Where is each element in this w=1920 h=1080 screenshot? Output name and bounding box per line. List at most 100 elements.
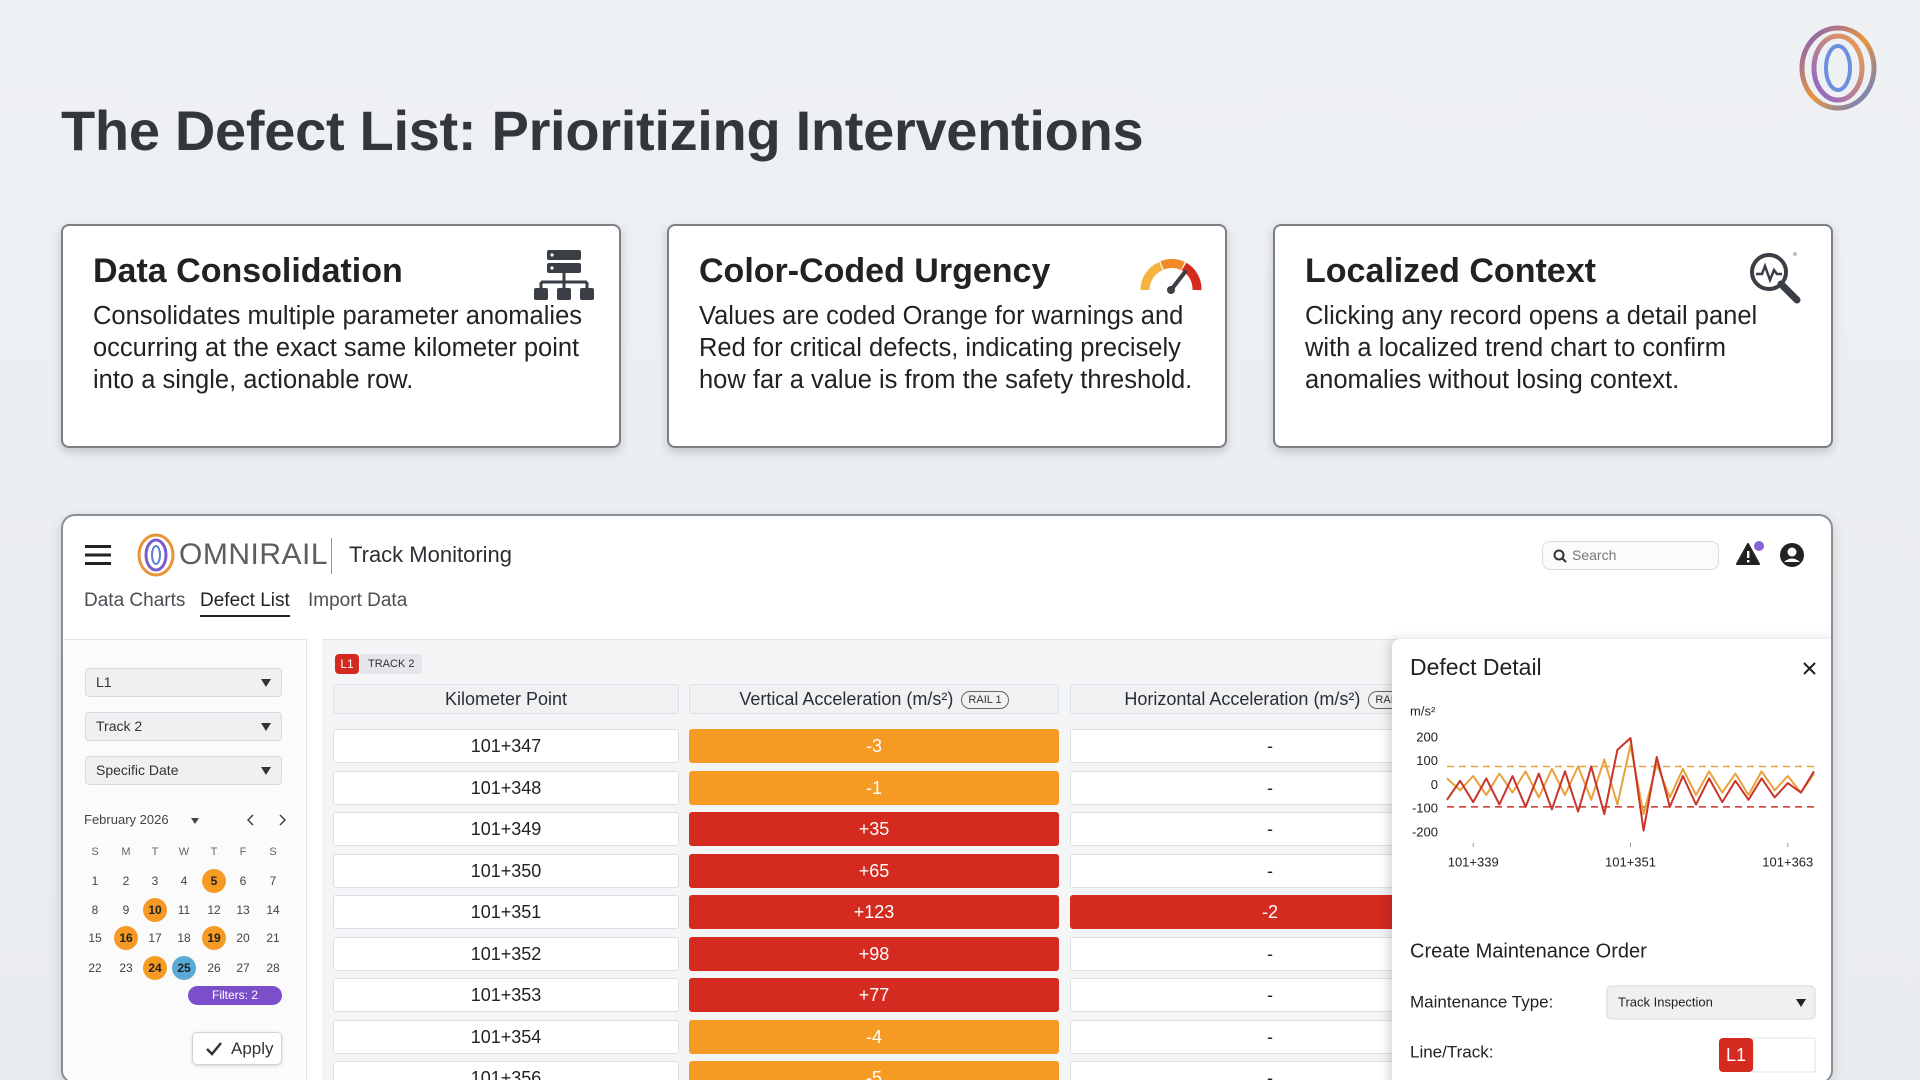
notifications-button[interactable] (1734, 540, 1768, 570)
calendar-day[interactable]: 11 (177, 903, 191, 917)
calendar-day[interactable]: 3 (151, 874, 159, 888)
line-badge: L1 (335, 654, 359, 674)
table-cell[interactable]: - (1070, 1019, 1422, 1054)
calendar-day[interactable]: 10 (143, 898, 167, 922)
table-cell[interactable]: 101+351 (333, 895, 679, 929)
next-month[interactable] (279, 814, 287, 826)
filter-select[interactable]: Track 2 (85, 712, 282, 741)
month-caret (191, 818, 199, 824)
table-cell[interactable]: +98 (689, 936, 1059, 971)
table-cell[interactable]: - (1070, 853, 1422, 888)
icon-part (547, 263, 581, 273)
table-cell[interactable]: -1 (689, 770, 1059, 805)
calendar-day[interactable]: 20 (236, 931, 250, 945)
calendar-day[interactable]: 2 (122, 874, 130, 888)
calendar-day[interactable]: 7 (269, 874, 277, 888)
calendar-day[interactable]: 21 (266, 931, 280, 945)
filters-badge[interactable]: Filters: 2 (188, 986, 282, 1005)
month-nav (246, 814, 287, 826)
column-header: Kilometer Point (333, 684, 679, 714)
table-cell[interactable]: - (1070, 1061, 1422, 1080)
calendar-day[interactable]: 28 (266, 961, 280, 975)
calendar-day[interactable]: 8 (91, 903, 99, 917)
column-label: Horizontal Acceleration (m/s²) (1124, 689, 1361, 709)
filter-select[interactable]: L1 (85, 668, 282, 697)
trend-line (1446, 744, 1815, 815)
calendar-day[interactable]: 25 (172, 956, 196, 980)
table-cell[interactable]: 101+350 (333, 853, 679, 888)
calendar-day[interactable]: 5 (202, 869, 226, 893)
brand-logo (1799, 25, 1877, 111)
card-icon (1140, 259, 1202, 294)
icon-part (85, 562, 111, 565)
calendar-day[interactable]: 6 (239, 874, 247, 888)
calendar-day[interactable]: 4 (180, 874, 188, 888)
calendar-day[interactable]: 13 (236, 903, 250, 917)
select-value: Track 2 (96, 718, 143, 734)
field-label: Maintenance Type: (1410, 992, 1553, 1011)
search-box[interactable] (1542, 541, 1719, 570)
table-cell[interactable]: +65 (689, 853, 1059, 888)
calendar-day[interactable]: 19 (202, 926, 226, 950)
table-cell[interactable]: 101+353 (333, 978, 679, 1012)
track-field[interactable] (1752, 1037, 1816, 1073)
table-cell[interactable]: -2 (1070, 895, 1422, 929)
close-x[interactable] (1803, 662, 1816, 675)
calendar-day[interactable]: 12 (207, 903, 221, 917)
table-cell[interactable]: +123 (689, 895, 1059, 929)
table-cell[interactable]: - (1070, 978, 1422, 1012)
calendar-day[interactable]: 23 (119, 961, 133, 975)
table-cell[interactable]: 101+347 (333, 729, 679, 763)
calendar-day[interactable]: 27 (236, 961, 250, 975)
select-caret (261, 767, 271, 775)
icon-part (1747, 551, 1750, 558)
icon-part (580, 288, 594, 300)
table-cell[interactable]: -3 (689, 729, 1059, 763)
table-cell[interactable]: 101+356 (333, 1061, 679, 1080)
calendar-day[interactable]: 1 (91, 874, 99, 888)
icon-part (1811, 33, 1865, 103)
defect-table: L1 TRACK 2 Kilometer Point Vertical Acceler… (322, 639, 1422, 1080)
nav-tab[interactable]: Import Data (308, 590, 408, 611)
card-icon (534, 250, 594, 300)
table-cell[interactable]: +77 (689, 978, 1059, 1012)
table-cell[interactable]: 101+354 (333, 1019, 679, 1054)
nav-tab[interactable]: Defect List (200, 590, 290, 617)
table-cell[interactable]: - (1070, 812, 1422, 846)
calendar-day[interactable]: 26 (207, 961, 221, 975)
calendar-day[interactable]: 14 (266, 903, 280, 917)
calendar-day[interactable]: 15 (88, 931, 102, 945)
table-cell[interactable]: - (1070, 770, 1422, 805)
menu-button[interactable] (85, 544, 111, 566)
search-icon (1553, 549, 1567, 563)
icon-part (1793, 252, 1797, 256)
calendar-day[interactable]: 22 (88, 961, 102, 975)
nav-tab[interactable]: Data Charts (84, 590, 186, 611)
table-cell[interactable]: - (1070, 936, 1422, 971)
table-cell[interactable]: 101+352 (333, 936, 679, 971)
icon-part (550, 253, 554, 257)
table-cell[interactable]: -4 (689, 1019, 1059, 1054)
calendar-day[interactable]: 17 (148, 931, 162, 945)
calendar-day[interactable]: 9 (122, 903, 130, 917)
calendar-day[interactable]: 16 (114, 926, 138, 950)
x-tick-label: 101+363 (1762, 854, 1813, 869)
feature-card: Localized Context Clicking any record ope… (1273, 224, 1833, 448)
table-cell[interactable]: - (1070, 729, 1422, 763)
prev-month[interactable] (246, 814, 254, 826)
table-cell[interactable]: 101+348 (333, 770, 679, 805)
type-select[interactable] (1606, 985, 1816, 1020)
user-button[interactable] (1779, 542, 1805, 568)
table-cell[interactable]: -5 (689, 1061, 1059, 1080)
table-cell[interactable]: 101+349 (333, 812, 679, 846)
apply-button[interactable]: Apply (192, 1032, 282, 1065)
calendar-day[interactable]: 24 (143, 956, 167, 980)
calendar-day[interactable]: 18 (177, 931, 191, 945)
table-cell[interactable]: +35 (689, 812, 1059, 846)
type-select-value: Track Inspection (1618, 994, 1713, 1009)
y-tick-label: 0 (1431, 777, 1438, 792)
card-title: Data Consolidation (93, 252, 403, 290)
card-title: Localized Context (1305, 252, 1596, 290)
filter-select[interactable]: Specific Date (85, 756, 282, 785)
